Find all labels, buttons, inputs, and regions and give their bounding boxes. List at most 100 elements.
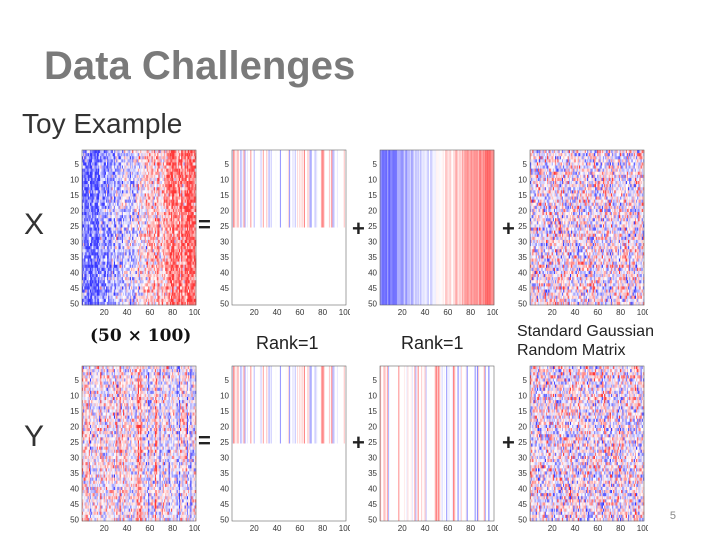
heatmap-x-rank1-b: 5 10 15 20 25 30 35 40 45 50 20 40 60 80 100 [360, 146, 498, 319]
heatmap-cells [82, 366, 197, 522]
y-tick-label: 30 [220, 237, 229, 246]
page-number: 5 [670, 510, 676, 522]
equals-sign-y: = [198, 428, 211, 454]
y-tick-label: 45 [368, 500, 377, 509]
y-tick-label: 40 [70, 268, 79, 277]
y-tick-label: 50 [368, 299, 377, 308]
heatmap-cells [232, 150, 347, 228]
noise-caption-line2: Random Matrix [517, 341, 654, 360]
y-tick-label: 35 [220, 253, 229, 262]
y-tick-label: 45 [220, 284, 229, 293]
slide-subtitle: Toy Example [22, 108, 182, 140]
rank1-caption-b: Rank=1 [401, 333, 464, 354]
y-tick-label: 15 [220, 191, 229, 200]
x-tick-label: 20 [548, 308, 557, 317]
x-tick-label: 40 [421, 524, 430, 533]
heatmap-x-data: 5 10 15 20 25 30 35 40 45 50 20 40 60 80 100 [62, 146, 200, 319]
x-tick-label: 80 [168, 524, 177, 533]
x-tick-label: 20 [250, 308, 259, 317]
y-tick-label: 5 [225, 160, 230, 169]
y-tick-label: 20 [518, 206, 527, 215]
heatmap-y-rank1-b: 5 10 15 20 25 30 35 40 45 50 20 40 60 80 100 [360, 362, 498, 535]
heatmap-frame [529, 149, 645, 306]
y-tick-label: 35 [220, 469, 229, 478]
heatmap-frame [81, 149, 197, 306]
y-tick-label: 35 [368, 469, 377, 478]
x-tick-label: 20 [398, 524, 407, 533]
y-tick-label: 50 [518, 299, 527, 308]
y-tick-label: 40 [368, 484, 377, 493]
x-tick-label: 20 [398, 308, 407, 317]
y-tick-label: 20 [518, 422, 527, 431]
y-tick-label: 25 [518, 222, 527, 231]
y-tick-label: 40 [220, 268, 229, 277]
x-tick-label: 40 [123, 524, 132, 533]
heatmap-y-noise: 5 10 15 20 25 30 35 40 45 50 20 40 60 80 100 [510, 362, 648, 535]
y-tick-label: 40 [220, 484, 229, 493]
heatmap-y-data: 5 10 15 20 25 30 35 40 45 50 20 40 60 80 100 [62, 362, 200, 535]
y-tick-label: 15 [368, 191, 377, 200]
y-tick-label: 25 [368, 438, 377, 447]
y-tick-label: 35 [368, 253, 377, 262]
y-tick-label: 45 [518, 284, 527, 293]
y-tick-label: 20 [220, 206, 229, 215]
heatmap-cells [530, 150, 645, 306]
heatmap-cells [380, 366, 495, 521]
x-tick-label: 20 [250, 524, 259, 533]
y-tick-label: 25 [518, 438, 527, 447]
y-tick-label: 50 [518, 515, 527, 524]
y-tick-label: 5 [75, 376, 80, 385]
x-tick-label: 60 [593, 308, 602, 317]
y-tick-label: 30 [518, 453, 527, 462]
y-tick-label: 10 [518, 391, 527, 400]
x-tick-label: 100 [189, 524, 200, 533]
plus-sign-y-1: + [352, 430, 365, 456]
x-tick-label: 100 [189, 308, 200, 317]
heatmap-frame [81, 365, 197, 522]
y-tick-label: 25 [220, 222, 229, 231]
y-tick-label: 15 [368, 407, 377, 416]
y-tick-label: 10 [220, 175, 229, 184]
x-tick-label: 80 [616, 308, 625, 317]
y-tick-label: 5 [523, 160, 528, 169]
y-tick-label: 5 [523, 376, 528, 385]
y-tick-label: 30 [368, 237, 377, 246]
x-tick-label: 100 [487, 308, 498, 317]
y-tick-label: 50 [70, 515, 79, 524]
y-tick-label: 45 [220, 500, 229, 509]
y-tick-label: 30 [220, 453, 229, 462]
x-tick-label: 20 [100, 308, 109, 317]
equals-sign-x: = [198, 212, 211, 238]
y-tick-label: 30 [70, 237, 79, 246]
y-tick-label: 10 [368, 175, 377, 184]
y-tick-label: 35 [518, 469, 527, 478]
heatmap-cells [82, 150, 197, 306]
y-tick-label: 50 [368, 515, 377, 524]
y-tick-label: 5 [75, 160, 80, 169]
x-tick-label: 40 [273, 308, 282, 317]
x-tick-label: 20 [548, 524, 557, 533]
heatmap-y-rank1-a: 5 10 15 20 25 30 35 40 45 50 20 40 60 80 100 [212, 362, 350, 535]
y-tick-label: 10 [368, 391, 377, 400]
x-tick-label: 40 [421, 308, 430, 317]
y-tick-label: 20 [220, 422, 229, 431]
y-tick-label: 20 [70, 422, 79, 431]
y-tick-label: 25 [220, 438, 229, 447]
y-tick-label: 15 [70, 191, 79, 200]
x-tick-label: 60 [295, 308, 304, 317]
noise-caption: Standard Gaussian Random Matrix [517, 322, 654, 360]
y-tick-label: 5 [225, 376, 230, 385]
y-tick-label: 20 [368, 206, 377, 215]
y-tick-label: 10 [220, 391, 229, 400]
y-tick-label: 5 [373, 160, 378, 169]
y-tick-label: 40 [518, 268, 527, 277]
heatmap-cells [380, 150, 495, 305]
x-tick-label: 80 [168, 308, 177, 317]
y-tick-label: 20 [368, 422, 377, 431]
x-tick-label: 100 [637, 524, 648, 533]
y-tick-label: 50 [220, 299, 229, 308]
noise-caption-line1: Standard Gaussian [517, 322, 654, 341]
x-tick-label: 80 [318, 524, 327, 533]
x-tick-label: 100 [339, 524, 350, 533]
heatmap-x-rank1-a: 5 10 15 20 25 30 35 40 45 50 20 40 60 80 100 [212, 146, 350, 319]
